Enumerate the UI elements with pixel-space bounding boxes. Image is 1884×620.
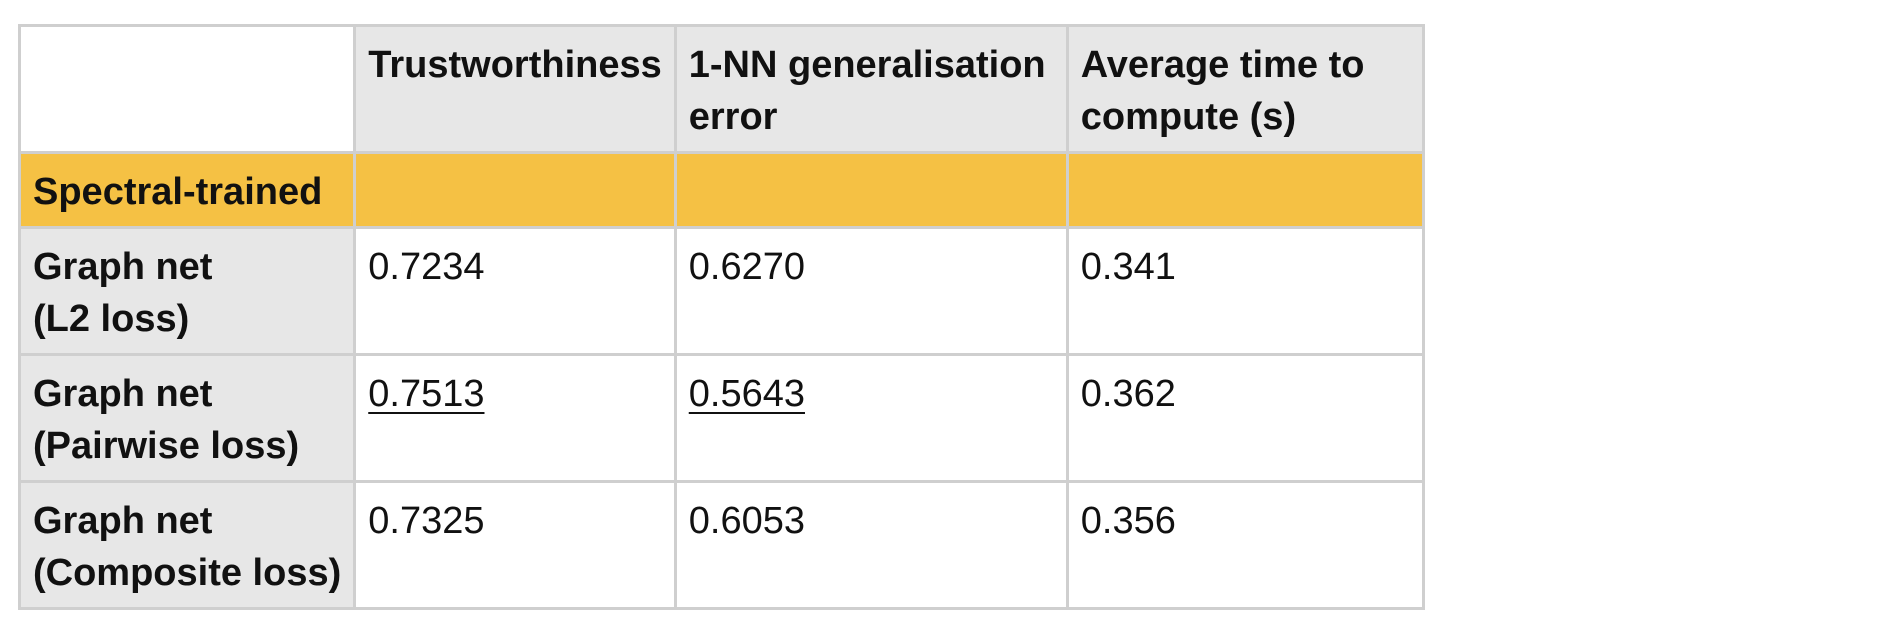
nn-error-value: 0.6270 xyxy=(688,246,805,288)
nn-error-cell: 0.6270 xyxy=(673,226,1069,356)
header-1nn-error-line2: error xyxy=(688,96,778,138)
section-empty-cell xyxy=(673,151,1069,229)
row-label-line1: Graph net xyxy=(33,246,213,288)
trustworthiness-cell: 0.7325 xyxy=(353,480,677,610)
table-row: Graph net (Composite loss) 0.7325 0.6053… xyxy=(17,480,1425,610)
header-average-time: Average time to compute (s) xyxy=(1065,24,1425,154)
header-trustworthiness: Trustworthiness xyxy=(353,24,677,154)
nn-error-cell: 0.6053 xyxy=(673,480,1069,610)
header-1nn-error: 1-NN generalisation error xyxy=(673,24,1069,154)
time-value: 0.341 xyxy=(1080,246,1176,288)
section-label: Spectral-trained xyxy=(17,151,357,229)
header-row: Trustworthiness 1-NN generalisation erro… xyxy=(17,24,1425,154)
row-label-line1: Graph net xyxy=(33,500,213,542)
time-cell: 0.341 xyxy=(1065,226,1425,356)
nn-error-value-best: 0.5643 xyxy=(688,373,805,415)
time-value: 0.356 xyxy=(1080,500,1176,542)
row-label-line2: (L2 loss) xyxy=(33,298,190,340)
header-trustworthiness-text: Trustworthiness xyxy=(368,44,662,86)
trustworthiness-value-best: 0.7513 xyxy=(368,373,485,415)
nn-error-cell: 0.5643 xyxy=(673,353,1069,483)
section-empty-cell xyxy=(353,151,677,229)
header-corner-cell xyxy=(17,24,357,154)
trustworthiness-value: 0.7234 xyxy=(368,246,485,288)
section-empty-cell xyxy=(1065,151,1425,229)
header-1nn-error-line1: 1-NN generalisation xyxy=(688,44,1046,86)
nn-error-value: 0.6053 xyxy=(688,500,805,542)
time-value: 0.362 xyxy=(1080,373,1176,415)
row-label: Graph net (Composite loss) xyxy=(17,480,357,610)
time-cell: 0.362 xyxy=(1065,353,1425,483)
header-average-time-line2: compute (s) xyxy=(1080,96,1297,138)
row-label-line2: (Composite loss) xyxy=(33,552,342,594)
header-average-time-line1: Average time to xyxy=(1080,44,1365,86)
table-row: Graph net (L2 loss) 0.7234 0.6270 0.341 xyxy=(17,226,1425,356)
row-label: Graph net (Pairwise loss) xyxy=(17,353,357,483)
section-row-spectral-trained: Spectral-trained xyxy=(17,151,1425,229)
table-row: Graph net (Pairwise loss) 0.7513 0.5643 … xyxy=(17,353,1425,483)
row-label: Graph net (L2 loss) xyxy=(17,226,357,356)
time-cell: 0.356 xyxy=(1065,480,1425,610)
results-table: Trustworthiness 1-NN generalisation erro… xyxy=(17,24,1425,610)
row-label-line2: (Pairwise loss) xyxy=(33,425,300,467)
row-label-line1: Graph net xyxy=(33,373,213,415)
trustworthiness-value: 0.7325 xyxy=(368,500,485,542)
trustworthiness-cell: 0.7513 xyxy=(353,353,677,483)
trustworthiness-cell: 0.7234 xyxy=(353,226,677,356)
